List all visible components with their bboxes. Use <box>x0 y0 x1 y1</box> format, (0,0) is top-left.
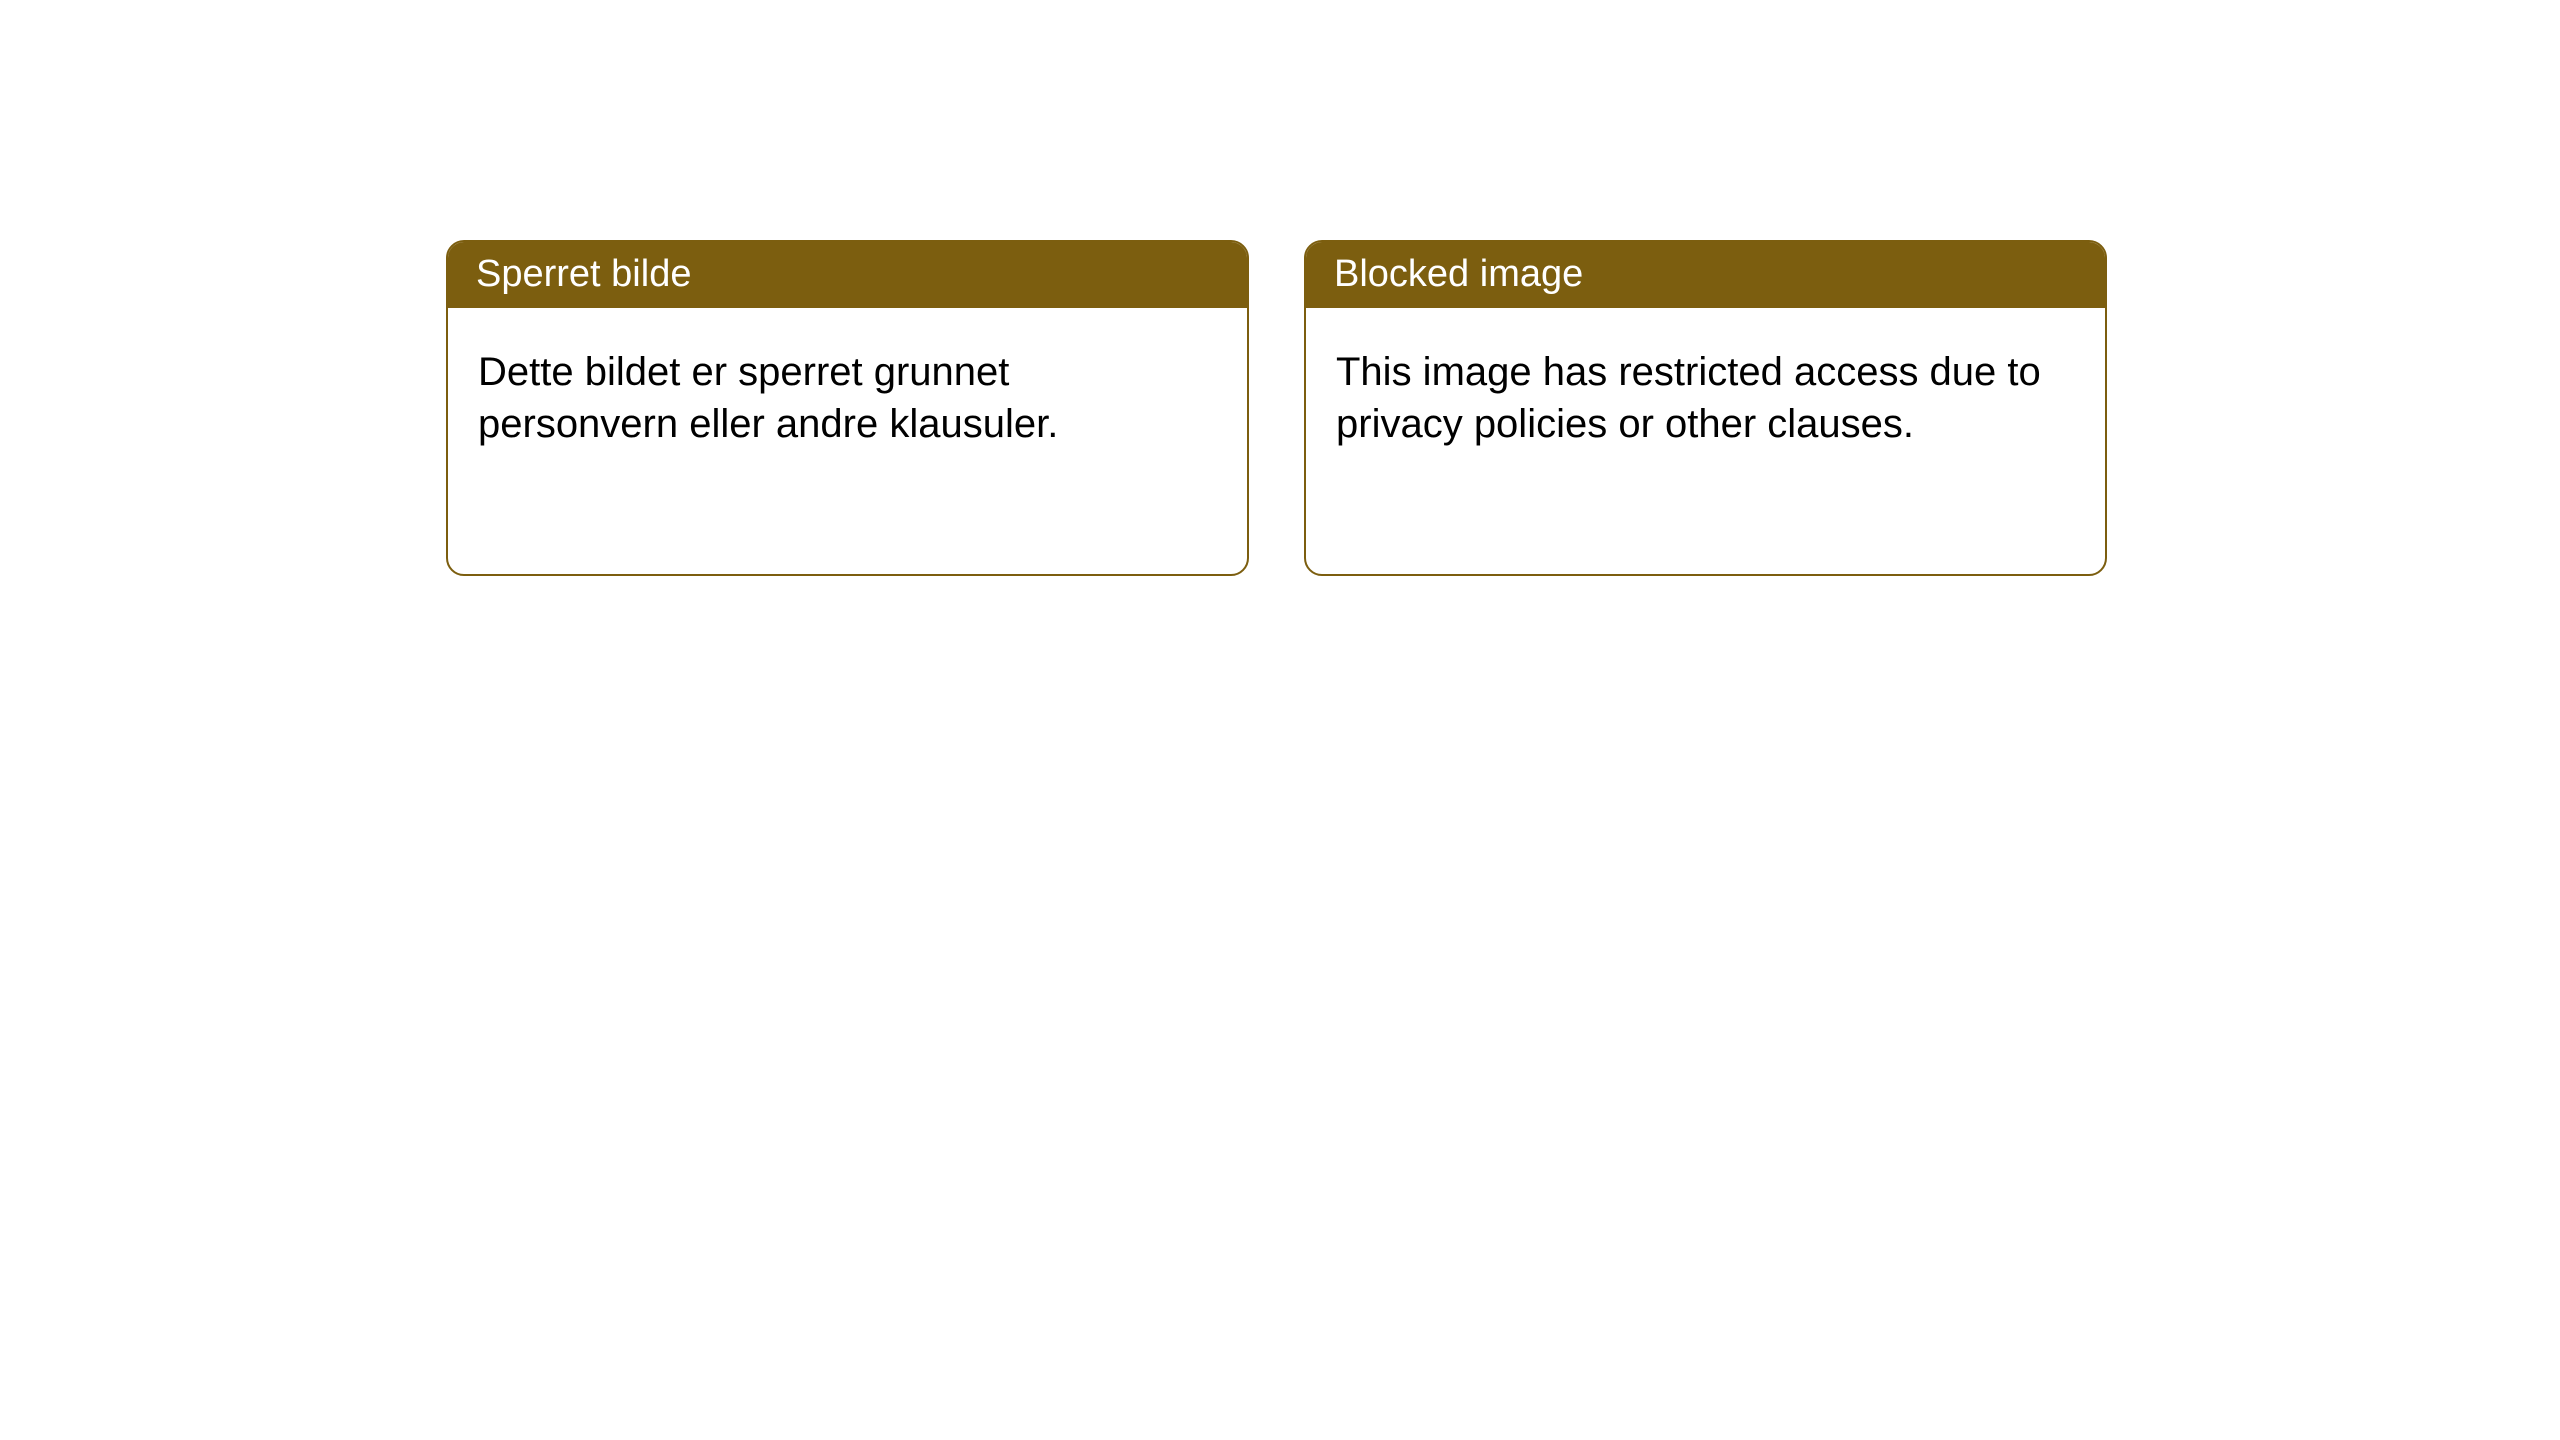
notice-body: Dette bildet er sperret grunnet personve… <box>448 308 1247 488</box>
notice-message: Dette bildet er sperret grunnet personve… <box>478 350 1058 446</box>
notice-card-norwegian: Sperret bilde Dette bildet er sperret gr… <box>446 240 1249 576</box>
notice-message: This image has restricted access due to … <box>1336 350 2041 446</box>
notice-cards-container: Sperret bilde Dette bildet er sperret gr… <box>446 240 2107 576</box>
notice-body: This image has restricted access due to … <box>1306 308 2105 488</box>
notice-header: Sperret bilde <box>448 242 1247 308</box>
notice-header: Blocked image <box>1306 242 2105 308</box>
notice-card-english: Blocked image This image has restricted … <box>1304 240 2107 576</box>
notice-title: Blocked image <box>1334 253 1583 295</box>
notice-title: Sperret bilde <box>476 253 691 295</box>
